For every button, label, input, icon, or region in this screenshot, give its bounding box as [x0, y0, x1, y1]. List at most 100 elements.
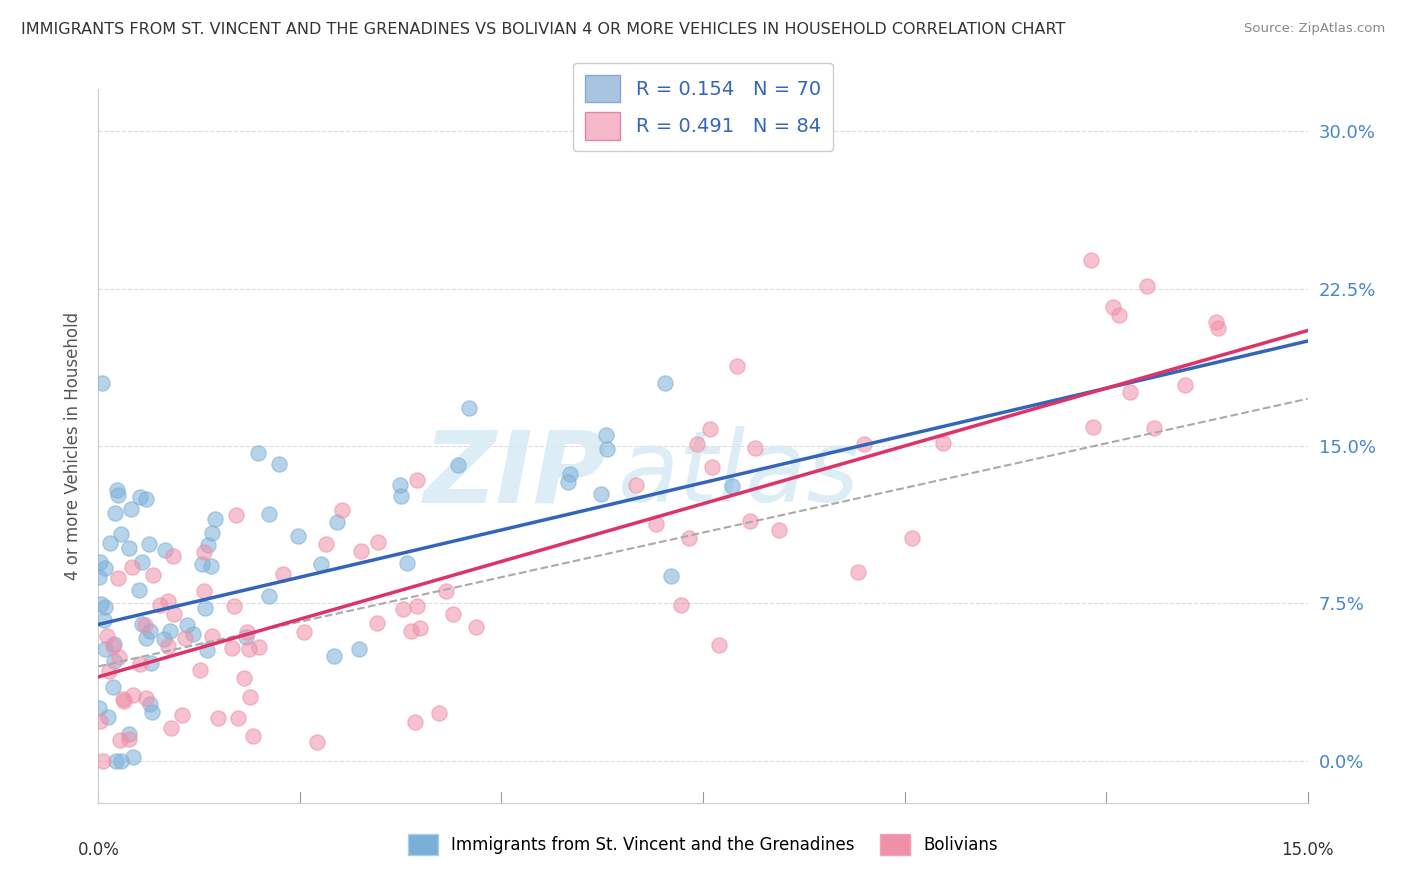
Point: [129, 657, 152, 671]
Point: [107, 571, 129, 585]
Point: [128, 583, 150, 598]
Point: [557, 475, 579, 489]
Point: [176, 617, 198, 632]
Point: [162, 549, 184, 563]
Point: [347, 642, 370, 657]
Point: [200, 559, 222, 574]
Point: [434, 584, 457, 599]
Point: [121, 750, 143, 764]
Point: [89, 556, 111, 570]
Point: [225, 508, 247, 522]
Point: [129, 491, 152, 505]
Point: [87, 701, 110, 715]
Point: [193, 544, 215, 558]
Point: [131, 617, 153, 632]
Point: [110, 527, 132, 541]
Point: [367, 534, 389, 549]
Point: [94, 642, 117, 657]
Point: [350, 544, 373, 558]
Text: 15.0%: 15.0%: [1281, 840, 1334, 859]
Point: [156, 594, 179, 608]
Point: [201, 629, 224, 643]
Text: Source: ZipAtlas.com: Source: ZipAtlas.com: [1244, 22, 1385, 36]
Point: [465, 620, 488, 634]
Point: [405, 473, 427, 487]
Point: [121, 560, 143, 574]
Point: [110, 754, 132, 768]
Text: ZIP: ZIP: [423, 426, 606, 523]
Point: [191, 557, 214, 571]
Point: [846, 566, 869, 580]
Point: [159, 624, 181, 639]
Point: [118, 541, 141, 556]
Point: [141, 706, 163, 720]
Point: [93, 614, 115, 628]
Point: [131, 555, 153, 569]
Legend: Immigrants from St. Vincent and the Grenadines, Bolivians: Immigrants from St. Vincent and the Gren…: [402, 828, 1004, 862]
Point: [738, 515, 761, 529]
Point: [239, 690, 262, 704]
Point: [309, 558, 332, 572]
Point: [366, 616, 388, 631]
Point: [287, 529, 309, 543]
Point: [401, 624, 423, 639]
Point: [159, 721, 181, 735]
Point: [204, 512, 226, 526]
Point: [392, 602, 415, 616]
Point: [120, 501, 142, 516]
Point: [172, 708, 194, 723]
Point: [257, 589, 280, 603]
Y-axis label: 4 or more Vehicles in Household: 4 or more Vehicles in Household: [63, 312, 82, 580]
Point: [645, 516, 668, 531]
Point: [91, 754, 114, 768]
Point: [1108, 309, 1130, 323]
Point: [112, 694, 135, 708]
Point: [194, 601, 217, 615]
Point: [107, 488, 129, 502]
Point: [744, 441, 766, 455]
Point: [558, 467, 581, 481]
Point: [292, 624, 315, 639]
Point: [1143, 420, 1166, 434]
Point: [931, 436, 953, 450]
Point: [721, 478, 744, 492]
Point: [232, 671, 254, 685]
Point: [669, 599, 692, 613]
Point: [104, 754, 127, 768]
Point: [122, 688, 145, 702]
Point: [226, 710, 249, 724]
Point: [201, 525, 224, 540]
Point: [699, 422, 721, 436]
Point: [105, 483, 128, 497]
Point: [326, 515, 349, 529]
Point: [97, 664, 120, 678]
Point: [853, 437, 876, 451]
Point: [238, 642, 260, 657]
Point: [163, 607, 186, 622]
Point: [108, 650, 131, 665]
Point: [447, 458, 470, 472]
Point: [135, 631, 157, 645]
Text: 0.0%: 0.0%: [77, 840, 120, 859]
Point: [94, 561, 117, 575]
Point: [408, 621, 430, 635]
Point: [103, 654, 125, 668]
Point: [139, 697, 162, 711]
Point: [271, 566, 294, 581]
Point: [596, 442, 619, 456]
Point: [108, 733, 131, 747]
Point: [441, 607, 464, 621]
Point: [221, 640, 243, 655]
Point: [153, 542, 176, 557]
Point: [595, 428, 617, 442]
Point: [1136, 279, 1159, 293]
Point: [138, 537, 160, 551]
Point: [103, 637, 125, 651]
Point: [96, 630, 118, 644]
Point: [139, 624, 162, 639]
Text: IMMIGRANTS FROM ST. VINCENT AND THE GRENADINES VS BOLIVIAN 4 OR MORE VEHICLES IN: IMMIGRANTS FROM ST. VINCENT AND THE GREN…: [21, 22, 1066, 37]
Point: [1101, 300, 1123, 314]
Point: [157, 639, 180, 653]
Point: [406, 599, 429, 613]
Point: [1206, 321, 1229, 335]
